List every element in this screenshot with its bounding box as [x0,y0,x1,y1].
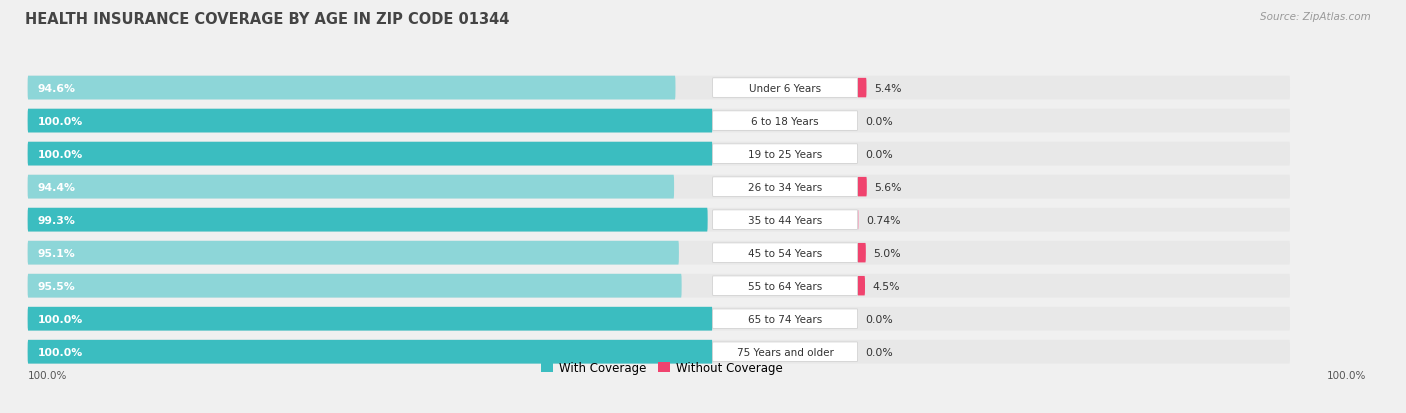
FancyBboxPatch shape [713,112,858,131]
FancyBboxPatch shape [713,276,858,296]
FancyBboxPatch shape [28,142,713,166]
Text: 100.0%: 100.0% [38,347,83,357]
Text: 6 to 18 Years: 6 to 18 Years [751,116,818,126]
FancyBboxPatch shape [28,241,1291,265]
FancyBboxPatch shape [28,274,1291,298]
FancyBboxPatch shape [28,109,1291,133]
Text: 26 to 34 Years: 26 to 34 Years [748,182,823,192]
FancyBboxPatch shape [28,109,713,133]
FancyBboxPatch shape [28,340,1291,364]
FancyBboxPatch shape [28,208,1291,232]
FancyBboxPatch shape [28,274,682,298]
Text: 5.4%: 5.4% [875,83,901,93]
Text: 95.5%: 95.5% [38,281,76,291]
Text: 0.0%: 0.0% [865,149,893,159]
Text: Source: ZipAtlas.com: Source: ZipAtlas.com [1260,12,1371,22]
Text: 5.6%: 5.6% [875,182,901,192]
FancyBboxPatch shape [28,307,1291,331]
Text: 0.74%: 0.74% [866,215,901,225]
Text: 100.0%: 100.0% [38,116,83,126]
Text: 35 to 44 Years: 35 to 44 Years [748,215,823,225]
Text: 100.0%: 100.0% [38,149,83,159]
Text: Under 6 Years: Under 6 Years [749,83,821,93]
Text: 99.3%: 99.3% [38,215,76,225]
FancyBboxPatch shape [28,76,1291,100]
FancyBboxPatch shape [858,243,866,263]
FancyBboxPatch shape [28,76,675,100]
FancyBboxPatch shape [713,78,858,98]
FancyBboxPatch shape [28,176,1291,199]
Text: 0.0%: 0.0% [865,314,893,324]
FancyBboxPatch shape [28,176,673,199]
FancyBboxPatch shape [28,142,1291,166]
Text: 100.0%: 100.0% [28,370,67,380]
FancyBboxPatch shape [28,340,713,364]
Text: 4.5%: 4.5% [873,281,900,291]
FancyBboxPatch shape [858,276,865,296]
Text: HEALTH INSURANCE COVERAGE BY AGE IN ZIP CODE 01344: HEALTH INSURANCE COVERAGE BY AGE IN ZIP … [25,12,510,27]
FancyBboxPatch shape [28,241,679,265]
Text: 95.1%: 95.1% [38,248,76,258]
FancyBboxPatch shape [713,178,858,197]
Text: 75 Years and older: 75 Years and older [737,347,834,357]
Text: 19 to 25 Years: 19 to 25 Years [748,149,823,159]
FancyBboxPatch shape [713,210,858,230]
FancyBboxPatch shape [858,178,868,197]
Text: 100.0%: 100.0% [1326,370,1365,380]
Text: 55 to 64 Years: 55 to 64 Years [748,281,823,291]
FancyBboxPatch shape [713,342,858,362]
FancyBboxPatch shape [713,309,858,329]
Text: 94.4%: 94.4% [38,182,76,192]
FancyBboxPatch shape [713,243,858,263]
FancyBboxPatch shape [28,208,707,232]
Text: 94.6%: 94.6% [38,83,76,93]
Text: 5.0%: 5.0% [873,248,901,258]
Text: 45 to 54 Years: 45 to 54 Years [748,248,823,258]
FancyBboxPatch shape [713,145,858,164]
Text: 0.0%: 0.0% [865,116,893,126]
Legend: With Coverage, Without Coverage: With Coverage, Without Coverage [536,356,787,379]
Text: 65 to 74 Years: 65 to 74 Years [748,314,823,324]
FancyBboxPatch shape [28,307,713,331]
Text: 100.0%: 100.0% [38,314,83,324]
Text: 0.0%: 0.0% [865,347,893,357]
FancyBboxPatch shape [858,78,866,98]
